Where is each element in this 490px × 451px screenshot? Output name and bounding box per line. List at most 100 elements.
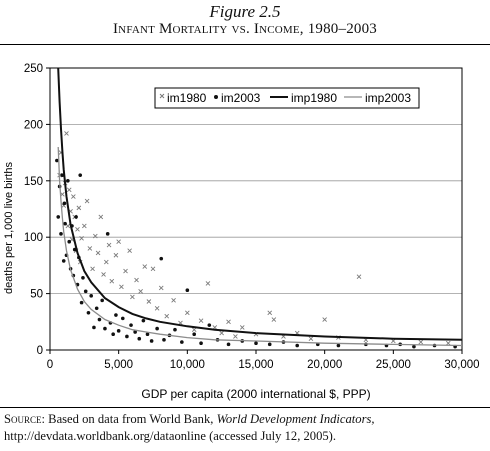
im2003-point xyxy=(137,336,142,341)
series-imp2003 xyxy=(57,146,463,347)
im1980-point xyxy=(98,214,104,220)
source-prefix: Source: xyxy=(4,412,46,426)
im2003-point xyxy=(336,343,341,348)
im2003-point xyxy=(111,332,115,337)
legend: im1980 im2003 imp1980 imp2003 xyxy=(154,87,420,109)
gridlines xyxy=(50,124,462,295)
im1980-point xyxy=(185,310,190,316)
im1980-point xyxy=(158,285,164,291)
bottom-rule xyxy=(0,407,490,408)
im2003-point xyxy=(62,201,67,206)
im2003-point xyxy=(92,325,96,330)
im2003-point xyxy=(114,313,118,317)
im2003-point xyxy=(162,338,166,342)
im1980-point xyxy=(134,277,139,283)
legend-dot-marker xyxy=(214,95,218,99)
im1980-point xyxy=(233,334,238,339)
im1980-point xyxy=(226,319,231,325)
im1980-point xyxy=(198,318,204,323)
im2003-point xyxy=(105,232,110,236)
im1980-point xyxy=(219,330,224,336)
im1980-point xyxy=(308,336,314,342)
imp2003-fit-line xyxy=(57,146,463,347)
y-tick-label: 150 xyxy=(24,176,43,188)
y-tick-label: 50 xyxy=(30,289,43,301)
im2003-point xyxy=(207,323,212,327)
im1980-point xyxy=(154,305,160,311)
im1980-point xyxy=(205,281,211,286)
im1980-point xyxy=(66,187,72,193)
figure-title: Infant Mortality vs. Income, 1980–2003 xyxy=(112,21,377,37)
figure-label: Figure 2.5 xyxy=(209,2,281,21)
im1980-point xyxy=(79,236,84,241)
im1980-point xyxy=(138,289,143,294)
im1980-point xyxy=(445,340,451,346)
im1980-point xyxy=(90,266,95,272)
im2003-point xyxy=(94,306,99,311)
source-note: Source: Based on data from World Bank, W… xyxy=(4,411,488,445)
im1980-point xyxy=(119,284,124,290)
im1980-point xyxy=(123,268,128,274)
x-axis-label: GDP per capita (2000 international $, PP… xyxy=(141,387,370,401)
im1980-point xyxy=(164,313,170,319)
im1980-point xyxy=(142,264,148,269)
im2003-point xyxy=(226,342,231,347)
im1980-point xyxy=(191,327,197,333)
legend-entry-imp1980: imp1980 xyxy=(270,91,337,105)
legend-x-marker xyxy=(159,93,165,99)
im2003-point xyxy=(61,259,66,263)
x-tick-label: 15,000 xyxy=(238,359,273,371)
im2003-point xyxy=(55,158,59,163)
im2003-point xyxy=(412,344,416,349)
im2003-point xyxy=(155,326,159,331)
y-axis: 0 50 100 150 200 250 xyxy=(24,63,50,357)
im2003-point xyxy=(295,343,300,348)
im1980-point xyxy=(76,205,82,211)
im2003-point xyxy=(267,342,272,347)
im2003-point xyxy=(192,332,196,337)
im2003-point xyxy=(103,326,107,331)
im2003-point xyxy=(199,341,203,346)
imp1980-fit-line xyxy=(57,67,463,341)
x-tick-label: 5,000 xyxy=(104,359,133,371)
im1980-point xyxy=(116,239,121,245)
x-tick-label: 10,000 xyxy=(170,359,205,371)
im1980-point xyxy=(75,226,80,232)
im1980-point xyxy=(130,294,135,300)
im2003-point xyxy=(141,318,146,323)
im2003-point xyxy=(81,276,85,280)
im1980-point xyxy=(93,233,98,239)
series-imp1980 xyxy=(57,67,463,341)
x-tick-label: 30,000 xyxy=(444,359,479,371)
im2003-point xyxy=(133,330,137,334)
im2003-point xyxy=(97,317,102,322)
im2003-point xyxy=(89,294,93,298)
y-axis-label: deaths per 1,000 live births xyxy=(3,161,15,294)
top-rule xyxy=(0,44,490,45)
series-im2003 xyxy=(55,158,457,349)
im1980-point xyxy=(64,131,69,136)
im2003-point xyxy=(83,289,88,294)
im2003-point xyxy=(63,221,67,226)
im1980-point xyxy=(71,194,76,199)
im1980-point xyxy=(101,272,106,277)
im2003-point xyxy=(185,288,190,293)
im1980-point xyxy=(356,274,362,279)
x-tick-label: 25,000 xyxy=(376,359,411,371)
im2003-point xyxy=(180,340,184,344)
legend-label-imp2003: imp2003 xyxy=(365,91,411,105)
im2003-point xyxy=(66,179,70,183)
legend-label-imp1980: imp1980 xyxy=(291,91,337,105)
im2003-point xyxy=(67,239,72,244)
im2003-point xyxy=(86,310,91,315)
im2003-point xyxy=(120,316,125,321)
y-tick-label: 0 xyxy=(37,345,43,357)
im2003-point xyxy=(56,215,61,219)
im1980-point xyxy=(87,246,93,251)
im2003-point xyxy=(79,300,84,305)
y-tick-label: 100 xyxy=(24,232,43,244)
im1980-point xyxy=(84,198,90,204)
x-tick-label: 0 xyxy=(47,359,53,371)
im2003-point xyxy=(129,323,133,327)
im2003-point xyxy=(59,232,63,236)
